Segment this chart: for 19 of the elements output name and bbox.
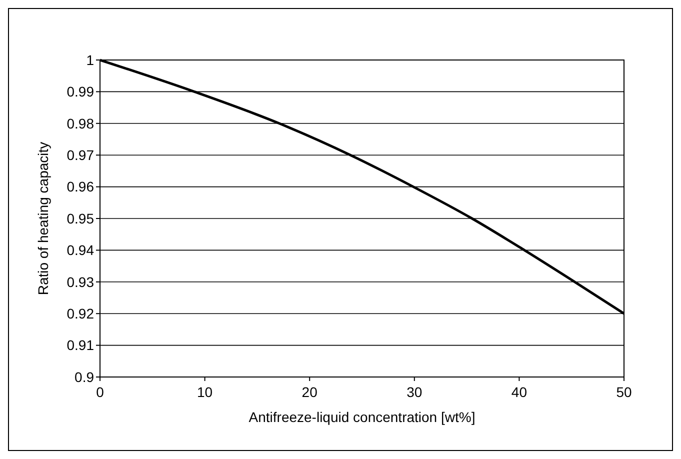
y-tick-label: 0.9 — [74, 368, 94, 385]
y-tick-label: 1 — [86, 52, 94, 68]
x-tick-label: 20 — [302, 384, 318, 400]
y-tick-label: 0.93 — [66, 274, 94, 290]
x-axis-title: Antifreeze-liquid concentration [wt%] — [248, 409, 476, 425]
y-tick-label: 0.96 — [66, 178, 94, 195]
y-axis-title: Ratio of heating capacity — [35, 142, 51, 296]
y-tick-label: 0.91 — [66, 337, 94, 354]
y-tick-label: 0.98 — [66, 115, 94, 132]
y-tick-label: 0.94 — [66, 242, 94, 258]
x-tick-label: 40 — [511, 384, 528, 400]
y-tick-label: 0.97 — [66, 147, 94, 163]
x-tick-label: 50 — [616, 384, 632, 400]
y-tick-label: 0.95 — [66, 210, 94, 226]
y-tick-label: 0.92 — [66, 306, 94, 322]
y-tick-label: 0.99 — [66, 84, 94, 100]
x-tick-label: 30 — [406, 384, 422, 400]
x-tick-label: 10 — [197, 384, 213, 400]
x-tick-label: 0 — [96, 384, 104, 400]
